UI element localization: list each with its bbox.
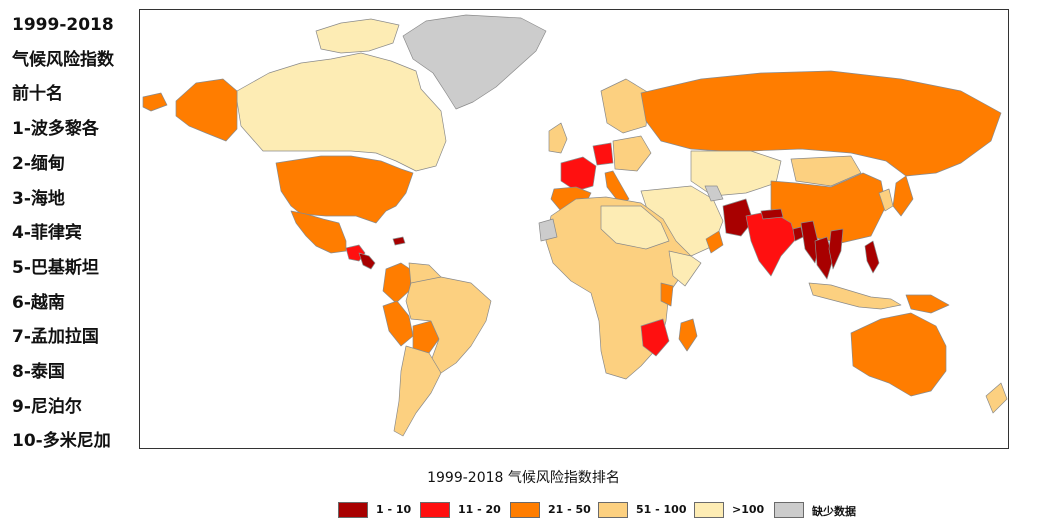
region-vietnam [828, 228, 844, 270]
region-caribbean-islands [392, 236, 406, 246]
region-horn-of-africa [668, 250, 702, 287]
legend-swatch [694, 502, 724, 518]
legend-label: 缺少数据 [812, 505, 856, 518]
map-legend: 1 - 10 11 - 20 21 - 50 51 - 100 >100 缺少数… [0, 500, 1047, 520]
legend-swatch [774, 502, 804, 518]
region-central-america-south [358, 252, 376, 270]
region-united-states [275, 155, 414, 224]
ranking-item-3: 3-海地 [12, 188, 65, 209]
region-central-europe [612, 135, 652, 172]
legend-swatch [420, 502, 450, 518]
region-aleutian-tip [142, 92, 168, 112]
region-greenland [402, 14, 547, 110]
top-ten-heading: 前十名 [12, 84, 63, 105]
region-pakistan [722, 198, 754, 237]
ranking-item-10: 10-多米尼加 [12, 431, 111, 452]
ranking-item-6: 6-越南 [12, 292, 65, 313]
region-mexico [290, 210, 347, 254]
ranking-item-5: 5-巴基斯坦 [12, 257, 99, 278]
region-bangladesh [792, 226, 804, 242]
region-east-africa-coast [660, 282, 674, 307]
region-madagascar [678, 318, 698, 352]
legend-label: 21 - 50 [548, 503, 591, 516]
region-brazil [405, 276, 492, 374]
ranking-item-7: 7-孟加拉国 [12, 327, 99, 348]
world-map-svg [142, 14, 1008, 437]
region-western-sahara [538, 218, 558, 242]
region-alaska [175, 78, 238, 142]
legend-swatch [338, 502, 368, 518]
legend-label: 51 - 100 [636, 503, 687, 516]
region-uk-ireland [548, 122, 568, 154]
ranking-item-1: 1-波多黎各 [12, 119, 99, 140]
region-southeast-africa [640, 318, 670, 357]
region-germany [592, 142, 614, 166]
index-name-heading: 气候风险指数 [12, 49, 114, 70]
region-indonesia [808, 282, 902, 310]
ranking-item-8: 8-泰国 [12, 362, 65, 383]
region-russia [640, 70, 1002, 177]
region-middle-east-missing [704, 185, 724, 202]
region-oman [705, 230, 724, 254]
legend-swatch [598, 502, 628, 518]
ranking-item-9: 9-尼泊尔 [12, 396, 82, 417]
region-philippines [864, 240, 880, 274]
legend-label: 1 - 10 [376, 503, 412, 516]
legend-label: >100 [732, 503, 765, 516]
region-scandinavia [600, 78, 650, 134]
world-map [139, 9, 1009, 449]
region-canada-arctic-islands [315, 18, 400, 54]
ranking-item-2: 2-缅甸 [12, 153, 65, 174]
ranking-item-4: 4-菲律宾 [12, 223, 82, 244]
map-title: 1999-2018 气候风险指数排名 [427, 470, 620, 486]
region-bolivia [412, 320, 440, 354]
legend-label: 11 - 20 [458, 503, 501, 516]
region-papua [905, 294, 950, 314]
region-nepal [760, 208, 784, 220]
region-southern-cone [393, 345, 442, 437]
region-mongolia [790, 155, 862, 187]
legend-swatch [510, 502, 540, 518]
region-north-africa [600, 205, 670, 250]
region-canada [236, 52, 447, 172]
region-france [560, 156, 597, 192]
region-new-zealand [985, 382, 1008, 414]
region-australia [850, 312, 947, 397]
year-range-heading: 1999-2018 [12, 15, 114, 35]
region-central-asia [690, 150, 782, 197]
region-thailand [814, 236, 834, 280]
region-japan [892, 175, 914, 217]
top-ten-panel: 1999-2018 气候风险指数 前十名 1-波多黎各 2-缅甸 3-海地 4-… [12, 8, 136, 459]
